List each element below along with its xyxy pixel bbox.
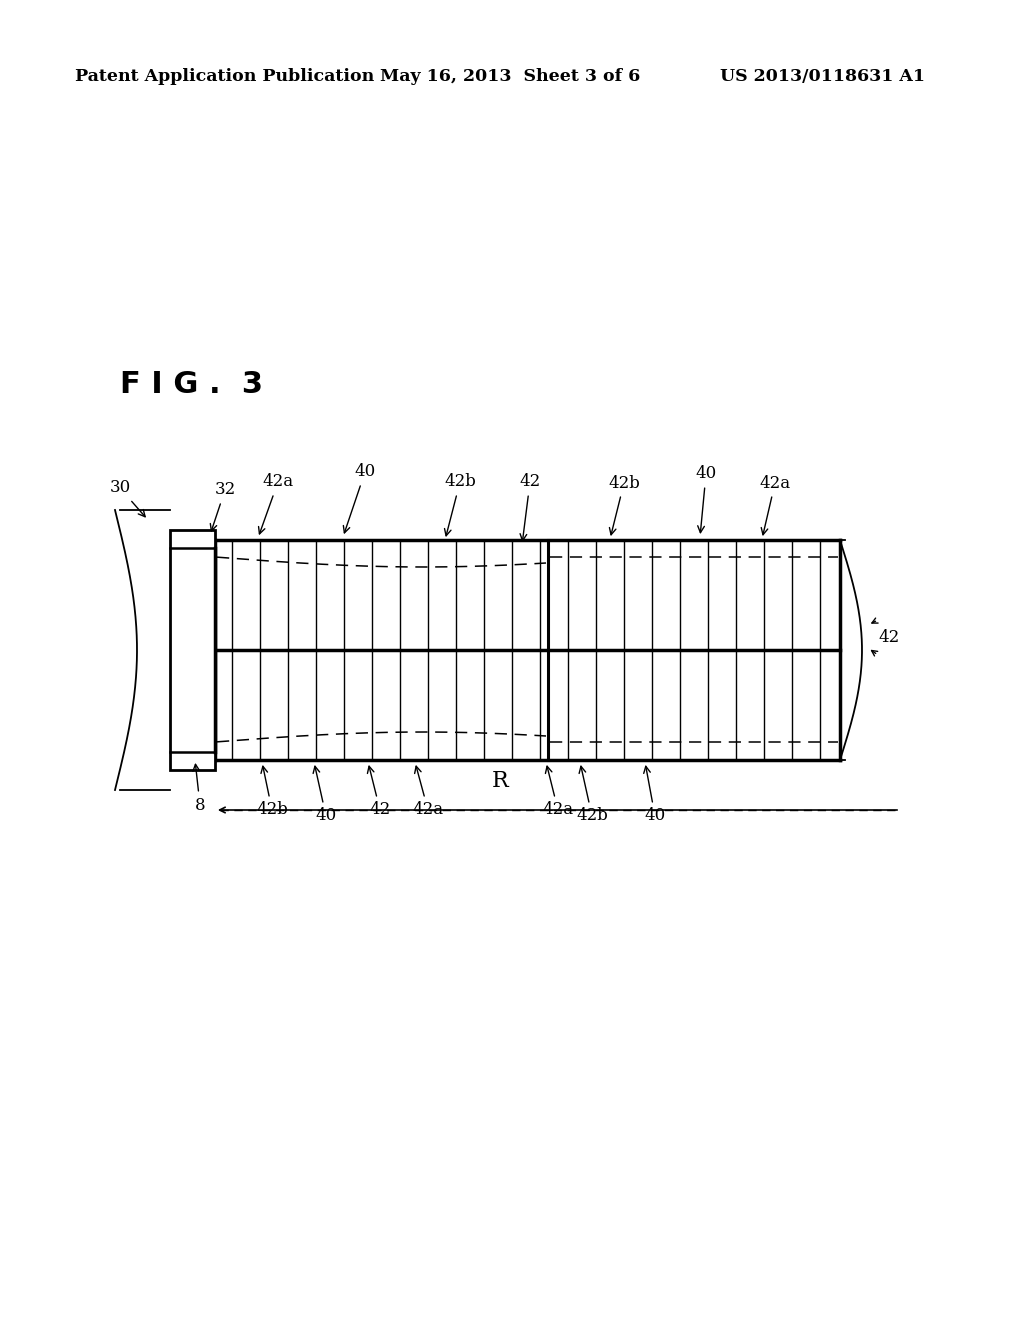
Text: 40: 40 (313, 766, 337, 825)
Text: 40: 40 (695, 466, 717, 533)
Text: 42: 42 (519, 474, 541, 541)
Text: May 16, 2013  Sheet 3 of 6: May 16, 2013 Sheet 3 of 6 (380, 69, 640, 84)
Text: 42b: 42b (256, 766, 288, 818)
Text: 40: 40 (644, 766, 666, 825)
Text: 30: 30 (110, 479, 145, 516)
Bar (170, 531, 215, 770)
Text: 42b: 42b (608, 474, 640, 535)
Text: 42b: 42b (444, 474, 476, 536)
Text: 42a: 42a (760, 474, 791, 535)
Text: R: R (492, 770, 508, 792)
Text: 42a: 42a (413, 766, 443, 818)
Text: Patent Application Publication: Patent Application Publication (75, 69, 374, 84)
Text: 32: 32 (210, 482, 236, 531)
Text: 42: 42 (368, 766, 390, 818)
Text: US 2013/0118631 A1: US 2013/0118631 A1 (720, 69, 925, 84)
Text: 40: 40 (343, 463, 376, 533)
Text: 42: 42 (878, 630, 899, 647)
Text: 42a: 42a (258, 474, 294, 533)
Text: 8: 8 (193, 764, 206, 813)
Text: 42b: 42b (577, 766, 608, 825)
Text: F I G .  3: F I G . 3 (120, 370, 263, 399)
Text: 42a: 42a (543, 766, 573, 818)
